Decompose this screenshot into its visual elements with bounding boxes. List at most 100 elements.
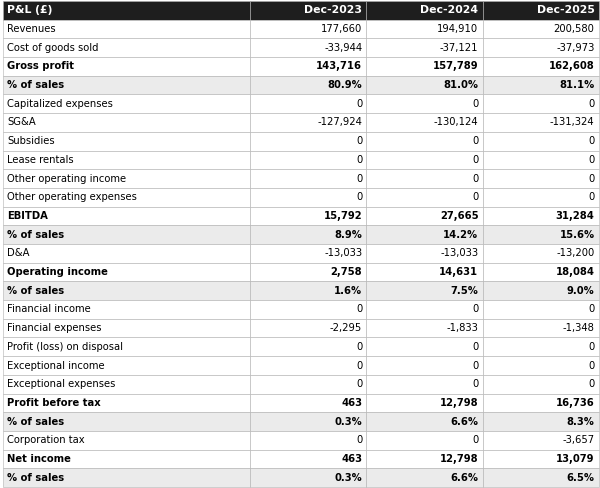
Bar bbox=[367, 113, 482, 132]
Text: Dec-2025: Dec-2025 bbox=[537, 5, 595, 15]
Text: Profit (loss) on disposal: Profit (loss) on disposal bbox=[7, 342, 123, 352]
Text: 0: 0 bbox=[589, 99, 595, 109]
Text: 0.3%: 0.3% bbox=[334, 417, 362, 427]
Text: 0: 0 bbox=[472, 361, 478, 370]
Text: 0: 0 bbox=[356, 136, 362, 146]
Bar bbox=[482, 57, 599, 76]
Bar bbox=[367, 449, 482, 468]
Bar bbox=[250, 206, 367, 225]
Bar bbox=[367, 188, 482, 206]
Text: 7.5%: 7.5% bbox=[451, 286, 478, 296]
Text: 6.6%: 6.6% bbox=[451, 417, 478, 427]
Bar bbox=[367, 57, 482, 76]
Bar bbox=[482, 1, 599, 20]
Bar bbox=[367, 225, 482, 244]
Bar bbox=[482, 282, 599, 300]
Text: 0: 0 bbox=[356, 361, 362, 370]
Bar bbox=[250, 132, 367, 150]
Text: 80.9%: 80.9% bbox=[328, 80, 362, 90]
Text: SG&A: SG&A bbox=[7, 118, 36, 127]
Text: -13,200: -13,200 bbox=[556, 248, 595, 258]
Text: 463: 463 bbox=[341, 454, 362, 464]
Bar bbox=[250, 263, 367, 282]
Text: -37,121: -37,121 bbox=[440, 43, 478, 53]
Text: 14,631: 14,631 bbox=[439, 267, 478, 277]
Bar bbox=[482, 225, 599, 244]
Bar bbox=[250, 57, 367, 76]
Bar bbox=[250, 449, 367, 468]
Text: Cost of goods sold: Cost of goods sold bbox=[7, 43, 98, 53]
Bar bbox=[3, 225, 250, 244]
Bar bbox=[250, 169, 367, 188]
Text: -3,657: -3,657 bbox=[562, 435, 595, 445]
Bar bbox=[250, 20, 367, 39]
Bar bbox=[3, 206, 250, 225]
Text: 9.0%: 9.0% bbox=[567, 286, 595, 296]
Text: 0: 0 bbox=[589, 361, 595, 370]
Text: 0: 0 bbox=[356, 379, 362, 389]
Text: -1,833: -1,833 bbox=[446, 323, 478, 333]
Bar bbox=[250, 375, 367, 393]
Text: Corporation tax: Corporation tax bbox=[7, 435, 85, 445]
Bar bbox=[482, 338, 599, 356]
Text: 200,580: 200,580 bbox=[554, 24, 595, 34]
Text: 0: 0 bbox=[356, 435, 362, 445]
Bar bbox=[367, 338, 482, 356]
Bar bbox=[367, 76, 482, 95]
Text: -1,348: -1,348 bbox=[563, 323, 595, 333]
Bar bbox=[3, 300, 250, 319]
Bar bbox=[482, 375, 599, 393]
Bar bbox=[367, 169, 482, 188]
Text: 14.2%: 14.2% bbox=[443, 230, 478, 240]
Text: 194,910: 194,910 bbox=[437, 24, 478, 34]
Text: 0: 0 bbox=[356, 342, 362, 352]
Bar bbox=[367, 132, 482, 150]
Bar bbox=[367, 95, 482, 113]
Text: 0: 0 bbox=[472, 174, 478, 183]
Text: 143,716: 143,716 bbox=[316, 61, 362, 71]
Text: 0: 0 bbox=[472, 342, 478, 352]
Text: 27,665: 27,665 bbox=[440, 211, 478, 221]
Bar bbox=[367, 375, 482, 393]
Text: 162,608: 162,608 bbox=[549, 61, 595, 71]
Bar bbox=[482, 95, 599, 113]
Bar bbox=[3, 338, 250, 356]
Text: 0: 0 bbox=[589, 192, 595, 202]
Text: % of sales: % of sales bbox=[7, 80, 64, 90]
Bar bbox=[3, 76, 250, 95]
Bar bbox=[482, 263, 599, 282]
Bar bbox=[250, 282, 367, 300]
Text: Operating income: Operating income bbox=[7, 267, 108, 277]
Text: 6.6%: 6.6% bbox=[451, 473, 478, 483]
Text: 0: 0 bbox=[472, 379, 478, 389]
Bar bbox=[3, 1, 250, 20]
Bar bbox=[367, 263, 482, 282]
Text: Revenues: Revenues bbox=[7, 24, 56, 34]
Text: 31,284: 31,284 bbox=[556, 211, 595, 221]
Bar bbox=[482, 39, 599, 57]
Bar bbox=[482, 132, 599, 150]
Text: 0: 0 bbox=[472, 192, 478, 202]
Bar bbox=[367, 39, 482, 57]
Bar bbox=[482, 431, 599, 449]
Bar bbox=[482, 468, 599, 487]
Text: 81.0%: 81.0% bbox=[443, 80, 478, 90]
Bar bbox=[482, 150, 599, 169]
Text: 0.3%: 0.3% bbox=[334, 473, 362, 483]
Bar bbox=[250, 338, 367, 356]
Text: 12,798: 12,798 bbox=[440, 398, 478, 408]
Bar bbox=[3, 282, 250, 300]
Text: 0: 0 bbox=[589, 342, 595, 352]
Text: Subsidies: Subsidies bbox=[7, 136, 55, 146]
Bar bbox=[3, 431, 250, 449]
Bar bbox=[367, 244, 482, 263]
Bar bbox=[482, 244, 599, 263]
Bar bbox=[3, 95, 250, 113]
Text: -2,295: -2,295 bbox=[330, 323, 362, 333]
Text: -131,324: -131,324 bbox=[550, 118, 595, 127]
Text: EBITDA: EBITDA bbox=[7, 211, 48, 221]
Text: 0: 0 bbox=[472, 155, 478, 165]
Bar bbox=[482, 393, 599, 412]
Bar bbox=[367, 1, 482, 20]
Bar bbox=[367, 393, 482, 412]
